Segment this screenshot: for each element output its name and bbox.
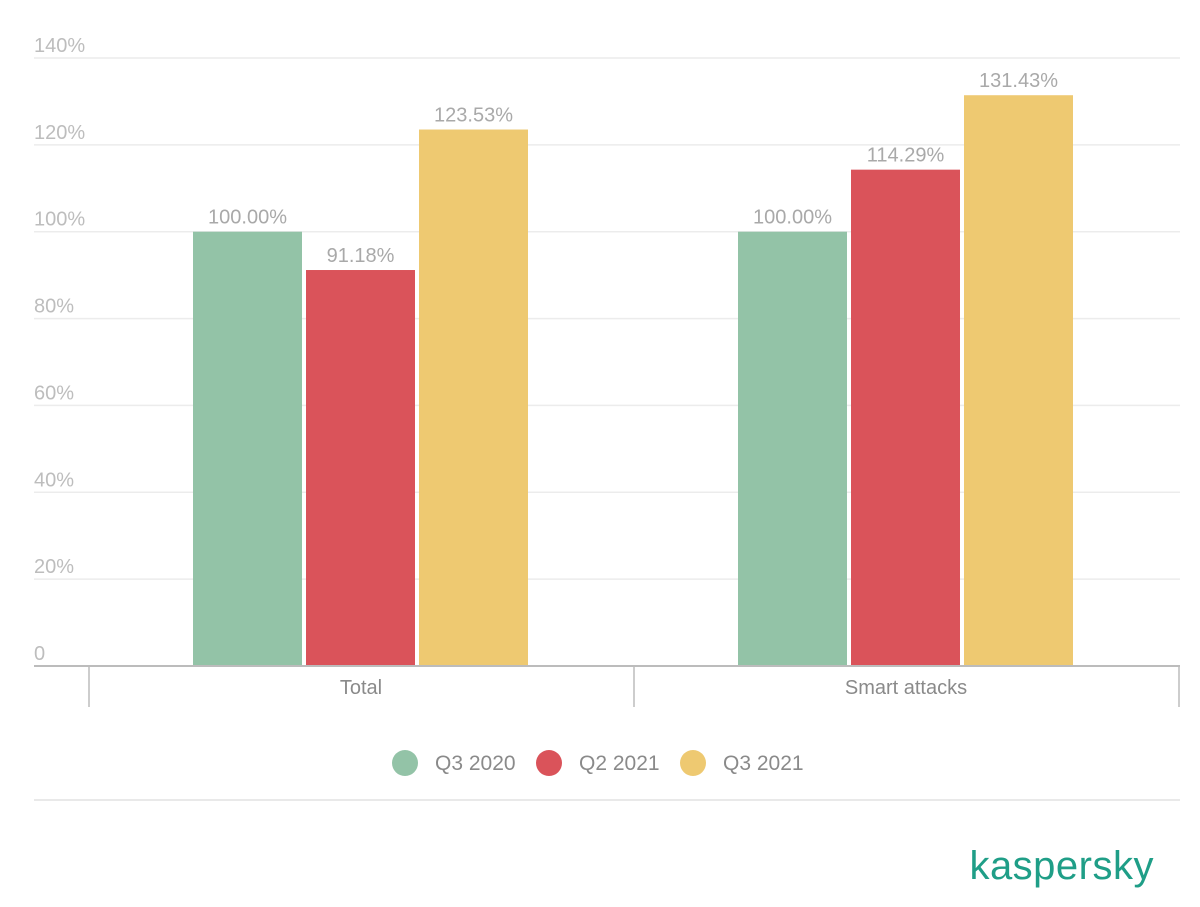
data-label: 100.00%	[208, 207, 287, 229]
data-labels: 100.00% 91.18% 123.53% 100.00% 114.29% 131.43…	[208, 70, 1058, 267]
legend-swatch	[392, 750, 418, 776]
legend-item: Q3 2020	[392, 750, 516, 776]
legend-item: Q2 2021	[536, 750, 660, 776]
y-tick-label: 120%	[34, 122, 85, 144]
legend: Q3 2020 Q2 2021 Q3 2021	[392, 750, 804, 776]
legend-label: Q3 2021	[723, 752, 804, 775]
data-label: 91.18%	[327, 245, 395, 267]
data-label: 100.00%	[753, 207, 832, 229]
bar	[419, 129, 528, 666]
data-label: 114.29%	[867, 145, 945, 167]
bar	[851, 169, 960, 667]
y-axis-ticks: 0 20% 40% 60% 80% 100% 120% 140%	[34, 35, 85, 665]
y-tick-label: 140%	[34, 35, 85, 57]
legend-label: Q2 2021	[579, 752, 660, 775]
y-tick-label: 0	[34, 643, 45, 665]
bar	[964, 95, 1073, 667]
legend-label: Q3 2020	[435, 752, 516, 775]
x-axis-categories: Total Smart attacks	[340, 677, 967, 699]
brand-logo: kaspersky	[969, 844, 1154, 888]
bar	[738, 231, 847, 666]
category-dividers	[88, 666, 1180, 707]
bar	[306, 270, 415, 666]
y-tick-label: 100%	[34, 209, 85, 231]
legend-item: Q3 2021	[680, 750, 804, 776]
data-label: 123.53%	[434, 105, 513, 127]
y-tick-label: 40%	[34, 469, 74, 491]
bar	[193, 231, 302, 666]
x-category-label: Total	[340, 677, 382, 699]
data-label: 131.43%	[979, 70, 1058, 92]
bars	[193, 95, 1073, 667]
legend-swatch	[680, 750, 706, 776]
y-tick-label: 60%	[34, 382, 74, 404]
x-category-label: Smart attacks	[845, 677, 967, 699]
y-tick-label: 80%	[34, 296, 74, 318]
legend-swatch	[536, 750, 562, 776]
y-tick-label: 20%	[34, 556, 74, 578]
